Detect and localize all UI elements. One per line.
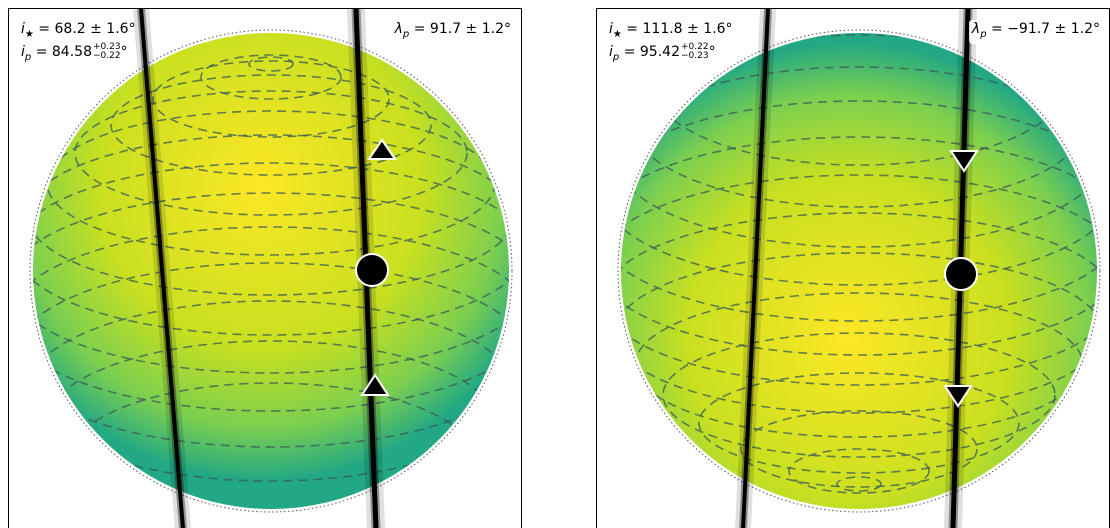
panel-right: i★ = 111.8 ± 1.6° ip = 95.42 +0.22 −0.23 ° … bbox=[596, 8, 1110, 528]
planet-inclination-label: ip = 95.42 +0.22 −0.23 ° bbox=[609, 42, 716, 63]
arrow-up-lower bbox=[360, 373, 390, 396]
stellar-inclination-label: i★ = 68.2 ± 1.6° bbox=[21, 21, 136, 40]
panel-left: i★ = 68.2 ± 1.6° ip = 84.58 +0.23 −0.22 ° λ… bbox=[8, 8, 522, 528]
planet-marker bbox=[355, 253, 389, 287]
obliquity-label: λp = 91.7 ± 1.2° bbox=[394, 21, 511, 40]
planet-inclination-label: ip = 84.58 +0.23 −0.22 ° bbox=[21, 42, 128, 63]
arrow-down-lower bbox=[943, 385, 973, 408]
stellar-disk-plot-left bbox=[29, 9, 513, 528]
obliquity-label: λp = −91.7 ± 1.2° bbox=[968, 20, 1103, 44]
stellar-disk-plot-right bbox=[617, 9, 1101, 528]
arrow-down-upper bbox=[949, 150, 979, 173]
outer-dotted-circle bbox=[617, 29, 1101, 513]
outer-dotted-circle bbox=[29, 29, 513, 513]
arrow-up-upper bbox=[367, 138, 397, 160]
planet-marker bbox=[944, 257, 978, 291]
star-disk bbox=[33, 33, 509, 509]
stellar-inclination-label: i★ = 111.8 ± 1.6° bbox=[609, 21, 733, 40]
